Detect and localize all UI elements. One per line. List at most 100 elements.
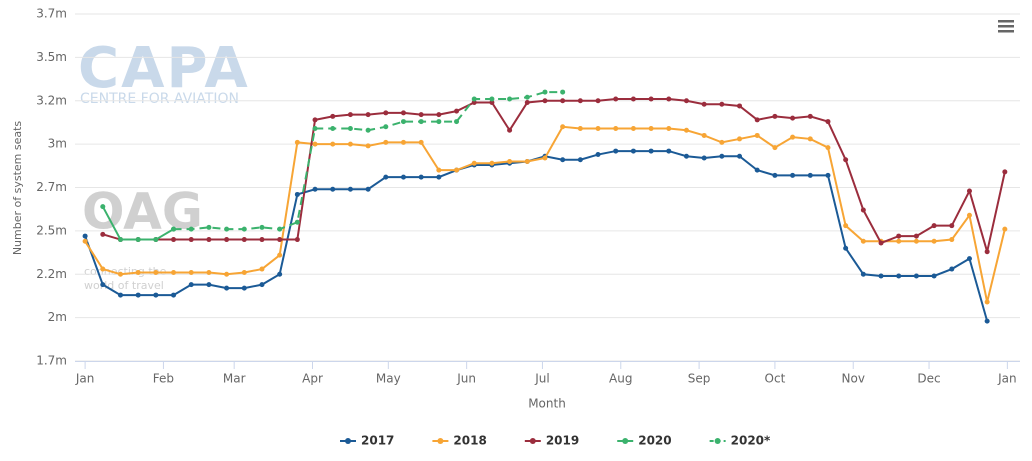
- data-point: [860, 238, 866, 244]
- data-point: [259, 224, 265, 230]
- data-point: [719, 153, 725, 159]
- data-point: [312, 141, 318, 147]
- data-point: [896, 233, 902, 239]
- data-point: [153, 237, 159, 243]
- legend-item[interactable]: 2018: [432, 434, 487, 448]
- data-point: [277, 226, 283, 232]
- data-point: [365, 127, 371, 133]
- data-point: [188, 270, 194, 276]
- legend-marker: [529, 438, 536, 444]
- x-tick-label: Jan: [75, 372, 95, 386]
- y-tick-label: 2.5m: [36, 223, 67, 237]
- data-point: [966, 188, 972, 194]
- data-point: [82, 233, 88, 239]
- data-point: [648, 148, 654, 154]
- data-point: [471, 99, 477, 105]
- y-tick-label: 2m: [48, 310, 67, 324]
- data-point: [613, 126, 619, 132]
- menu-button[interactable]: [997, 18, 1015, 34]
- data-point: [966, 256, 972, 262]
- legend-marker: [622, 438, 629, 444]
- data-point: [436, 112, 442, 118]
- legend-item[interactable]: 2019: [524, 434, 579, 448]
- data-point: [277, 252, 283, 258]
- series: [82, 148, 990, 324]
- data-point: [1002, 169, 1008, 175]
- data-point: [241, 226, 247, 232]
- series: [100, 96, 1008, 255]
- x-tick-label: Jul: [534, 372, 549, 386]
- data-point: [241, 270, 247, 276]
- data-point: [330, 113, 336, 119]
- data-point: [931, 273, 937, 279]
- data-point: [648, 96, 654, 102]
- data-point: [966, 212, 972, 218]
- y-tick-label: 3.7m: [36, 7, 67, 21]
- menu-bar: [998, 30, 1014, 33]
- x-tick-label: May: [376, 372, 401, 386]
- data-point: [737, 136, 743, 142]
- data-point: [896, 273, 902, 279]
- series: [100, 204, 177, 243]
- data-point: [613, 96, 619, 102]
- data-point: [100, 204, 106, 210]
- data-point: [790, 134, 796, 140]
- data-point: [294, 139, 300, 145]
- data-point: [347, 141, 353, 147]
- data-point: [312, 117, 318, 123]
- data-point: [577, 98, 583, 104]
- data-point: [666, 126, 672, 132]
- data-point: [330, 141, 336, 147]
- data-point: [860, 207, 866, 213]
- data-point: [701, 101, 707, 107]
- data-point: [860, 271, 866, 277]
- data-point: [418, 119, 424, 125]
- data-point: [241, 285, 247, 291]
- data-point: [224, 226, 230, 232]
- data-point: [754, 132, 760, 138]
- data-point: [754, 117, 760, 123]
- data-point: [630, 96, 636, 102]
- data-point: [913, 273, 919, 279]
- data-point: [471, 96, 477, 102]
- data-point: [454, 167, 460, 173]
- data-point: [542, 98, 548, 104]
- data-point: [560, 157, 566, 163]
- data-point: [454, 119, 460, 125]
- data-point: [719, 139, 725, 145]
- data-point: [595, 126, 601, 132]
- data-point: [171, 226, 177, 232]
- data-point: [259, 237, 265, 243]
- data-point: [294, 219, 300, 225]
- data-point: [984, 299, 990, 305]
- data-point: [206, 282, 212, 288]
- data-point: [400, 119, 406, 125]
- data-point: [666, 96, 672, 102]
- data-point: [913, 233, 919, 239]
- x-tick-label: Apr: [302, 372, 323, 386]
- data-point: [436, 119, 442, 125]
- data-point: [772, 113, 778, 119]
- data-point: [206, 224, 212, 230]
- data-point: [666, 148, 672, 154]
- data-point: [347, 186, 353, 192]
- data-point: [542, 89, 548, 95]
- data-point: [365, 143, 371, 149]
- data-point: [843, 157, 849, 163]
- data-point: [878, 240, 884, 246]
- legend-marker: [437, 438, 444, 444]
- legend-item[interactable]: 2020*: [709, 434, 771, 448]
- series: [171, 89, 566, 232]
- legend-item[interactable]: 2017: [340, 434, 394, 448]
- y-tick-label: 3.2m: [36, 93, 67, 107]
- data-point: [418, 139, 424, 145]
- legend-item[interactable]: 2020: [617, 434, 672, 448]
- data-point: [224, 285, 230, 291]
- watermark-capa-sub: CENTRE FOR AVIATION: [80, 91, 239, 107]
- data-point: [737, 103, 743, 109]
- data-point: [153, 270, 159, 276]
- y-tick-label: 1.7m: [36, 354, 67, 368]
- data-point: [825, 145, 831, 151]
- data-point: [188, 226, 194, 232]
- data-point: [577, 157, 583, 163]
